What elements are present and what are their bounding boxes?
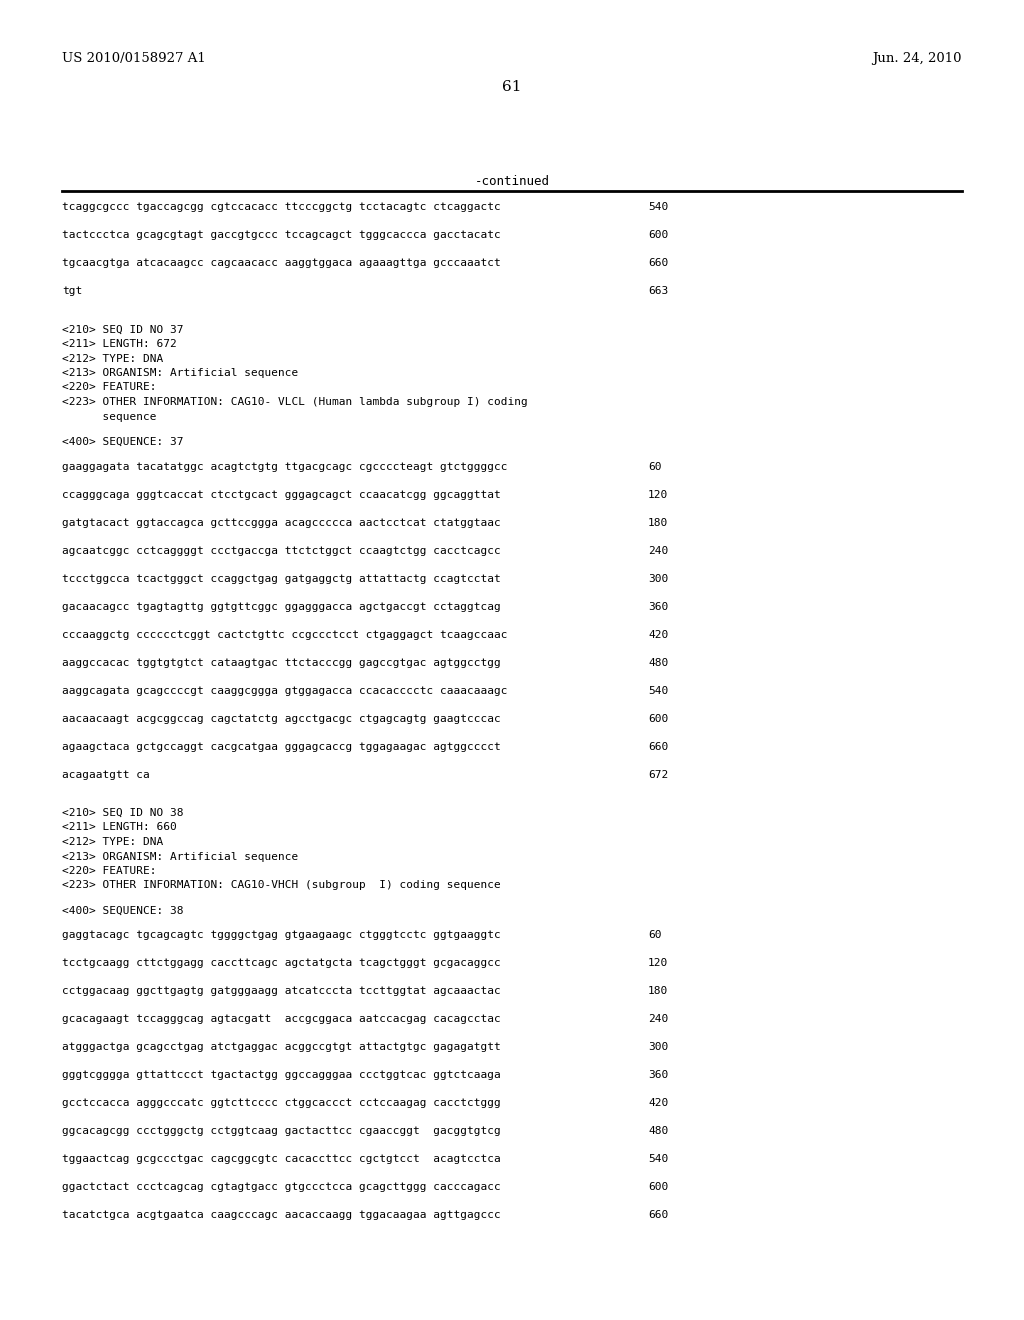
Text: 672: 672: [648, 770, 669, 780]
Text: cccaaggctg cccccctcggt cactctgttc ccgccctcct ctgaggagct tcaagccaac: cccaaggctg cccccctcggt cactctgttc ccgccc…: [62, 630, 508, 639]
Text: 300: 300: [648, 1043, 669, 1052]
Text: 420: 420: [648, 1098, 669, 1109]
Text: 600: 600: [648, 1183, 669, 1192]
Text: 240: 240: [648, 545, 669, 556]
Text: 600: 600: [648, 714, 669, 723]
Text: -continued: -continued: [474, 176, 550, 187]
Text: 480: 480: [648, 1126, 669, 1137]
Text: tcaggcgccc tgaccagcgg cgtccacacc ttcccggctg tcctacagtc ctcaggactc: tcaggcgccc tgaccagcgg cgtccacacc ttcccgg…: [62, 202, 501, 213]
Text: tggaactcag gcgccctgac cagcggcgtc cacaccttcc cgctgtcct  acagtcctca: tggaactcag gcgccctgac cagcggcgtc cacacct…: [62, 1155, 501, 1164]
Text: agcaatcggc cctcaggggt ccctgaccga ttctctggct ccaagtctgg cacctcagcc: agcaatcggc cctcaggggt ccctgaccga ttctctg…: [62, 545, 501, 556]
Text: 660: 660: [648, 742, 669, 751]
Text: 60: 60: [648, 462, 662, 471]
Text: 60: 60: [648, 931, 662, 940]
Text: <212> TYPE: DNA: <212> TYPE: DNA: [62, 837, 163, 847]
Text: <210> SEQ ID NO 38: <210> SEQ ID NO 38: [62, 808, 183, 818]
Text: <212> TYPE: DNA: <212> TYPE: DNA: [62, 354, 163, 363]
Text: tactccctca gcagcgtagt gaccgtgccc tccagcagct tgggcaccca gacctacatc: tactccctca gcagcgtagt gaccgtgccc tccagca…: [62, 230, 501, 240]
Text: <213> ORGANISM: Artificial sequence: <213> ORGANISM: Artificial sequence: [62, 851, 298, 862]
Text: 660: 660: [648, 257, 669, 268]
Text: tgt: tgt: [62, 286, 82, 296]
Text: gcacagaagt tccagggcag agtacgatt  accgcggaca aatccacgag cacagcctac: gcacagaagt tccagggcag agtacgatt accgcgga…: [62, 1015, 501, 1024]
Text: <220> FEATURE:: <220> FEATURE:: [62, 866, 157, 876]
Text: gggtcgggga gttattccct tgactactgg ggccagggaa ccctggtcac ggtctcaaga: gggtcgggga gttattccct tgactactgg ggccagg…: [62, 1071, 501, 1081]
Text: gaaggagata tacatatggc acagtctgtg ttgacgcagc cgccccteagt gtctggggcc: gaaggagata tacatatggc acagtctgtg ttgacgc…: [62, 462, 508, 471]
Text: 360: 360: [648, 602, 669, 611]
Text: <210> SEQ ID NO 37: <210> SEQ ID NO 37: [62, 325, 183, 334]
Text: <223> OTHER INFORMATION: CAG10- VLCL (Human lambda subgroup I) coding: <223> OTHER INFORMATION: CAG10- VLCL (Hu…: [62, 397, 527, 407]
Text: 120: 120: [648, 490, 669, 499]
Text: 180: 180: [648, 517, 669, 528]
Text: tcctgcaagg cttctggagg caccttcagc agctatgcta tcagctgggt gcgacaggcc: tcctgcaagg cttctggagg caccttcagc agctatg…: [62, 958, 501, 969]
Text: acagaatgtt ca: acagaatgtt ca: [62, 770, 150, 780]
Text: Jun. 24, 2010: Jun. 24, 2010: [872, 51, 962, 65]
Text: 660: 660: [648, 1210, 669, 1221]
Text: agaagctaca gctgccaggt cacgcatgaa gggagcaccg tggagaagac agtggcccct: agaagctaca gctgccaggt cacgcatgaa gggagca…: [62, 742, 501, 751]
Text: 420: 420: [648, 630, 669, 639]
Text: 61: 61: [502, 81, 522, 94]
Text: cctggacaag ggcttgagtg gatgggaagg atcatcccta tccttggtat agcaaactac: cctggacaag ggcttgagtg gatgggaagg atcatcc…: [62, 986, 501, 997]
Text: 540: 540: [648, 685, 669, 696]
Text: <400> SEQUENCE: 38: <400> SEQUENCE: 38: [62, 906, 183, 916]
Text: <223> OTHER INFORMATION: CAG10-VHCH (subgroup  I) coding sequence: <223> OTHER INFORMATION: CAG10-VHCH (sub…: [62, 880, 501, 891]
Text: aacaacaagt acgcggccag cagctatctg agcctgacgc ctgagcagtg gaagtcccac: aacaacaagt acgcggccag cagctatctg agcctga…: [62, 714, 501, 723]
Text: ggactctact ccctcagcag cgtagtgacc gtgccctcca gcagcttggg cacccagacc: ggactctact ccctcagcag cgtagtgacc gtgccct…: [62, 1183, 501, 1192]
Text: <211> LENGTH: 672: <211> LENGTH: 672: [62, 339, 177, 348]
Text: ccagggcaga gggtcaccat ctcctgcact gggagcagct ccaacatcgg ggcaggttat: ccagggcaga gggtcaccat ctcctgcact gggagca…: [62, 490, 501, 499]
Text: gatgtacact ggtaccagca gcttccggga acagccccca aactcctcat ctatggtaac: gatgtacact ggtaccagca gcttccggga acagccc…: [62, 517, 501, 528]
Text: <213> ORGANISM: Artificial sequence: <213> ORGANISM: Artificial sequence: [62, 368, 298, 378]
Text: 600: 600: [648, 230, 669, 240]
Text: tacatctgca acgtgaatca caagcccagc aacaccaagg tggacaagaa agttgagccc: tacatctgca acgtgaatca caagcccagc aacacca…: [62, 1210, 501, 1221]
Text: 540: 540: [648, 1155, 669, 1164]
Text: 300: 300: [648, 573, 669, 583]
Text: ggcacagcgg ccctgggctg cctggtcaag gactacttcc cgaaccggt  gacggtgtcg: ggcacagcgg ccctgggctg cctggtcaag gactact…: [62, 1126, 501, 1137]
Text: gaggtacagc tgcagcagtc tggggctgag gtgaagaagc ctgggtcctc ggtgaaggtc: gaggtacagc tgcagcagtc tggggctgag gtgaaga…: [62, 931, 501, 940]
Text: aaggcagata gcagccccgt caaggcggga gtggagacca ccacacccctc caaacaaagc: aaggcagata gcagccccgt caaggcggga gtggaga…: [62, 685, 508, 696]
Text: atgggactga gcagcctgag atctgaggac acggccgtgt attactgtgc gagagatgtt: atgggactga gcagcctgag atctgaggac acggccg…: [62, 1043, 501, 1052]
Text: 240: 240: [648, 1015, 669, 1024]
Text: 540: 540: [648, 202, 669, 213]
Text: 120: 120: [648, 958, 669, 969]
Text: gacaacagcc tgagtagttg ggtgttcggc ggagggacca agctgaccgt cctaggtcag: gacaacagcc tgagtagttg ggtgttcggc ggaggga…: [62, 602, 501, 611]
Text: tccctggcca tcactgggct ccaggctgag gatgaggctg attattactg ccagtcctat: tccctggcca tcactgggct ccaggctgag gatgagg…: [62, 573, 501, 583]
Text: <400> SEQUENCE: 37: <400> SEQUENCE: 37: [62, 437, 183, 446]
Text: 480: 480: [648, 657, 669, 668]
Text: 360: 360: [648, 1071, 669, 1081]
Text: gcctccacca agggcccatc ggtcttcccc ctggcaccct cctccaagag cacctctggg: gcctccacca agggcccatc ggtcttcccc ctggcac…: [62, 1098, 501, 1109]
Text: 180: 180: [648, 986, 669, 997]
Text: <211> LENGTH: 660: <211> LENGTH: 660: [62, 822, 177, 833]
Text: aaggccacac tggtgtgtct cataagtgac ttctacccgg gagccgtgac agtggcctgg: aaggccacac tggtgtgtct cataagtgac ttctacc…: [62, 657, 501, 668]
Text: US 2010/0158927 A1: US 2010/0158927 A1: [62, 51, 206, 65]
Text: sequence: sequence: [62, 412, 157, 421]
Text: tgcaacgtga atcacaagcc cagcaacacc aaggtggaca agaaagttga gcccaaatct: tgcaacgtga atcacaagcc cagcaacacc aaggtgg…: [62, 257, 501, 268]
Text: <220> FEATURE:: <220> FEATURE:: [62, 383, 157, 392]
Text: 663: 663: [648, 286, 669, 296]
